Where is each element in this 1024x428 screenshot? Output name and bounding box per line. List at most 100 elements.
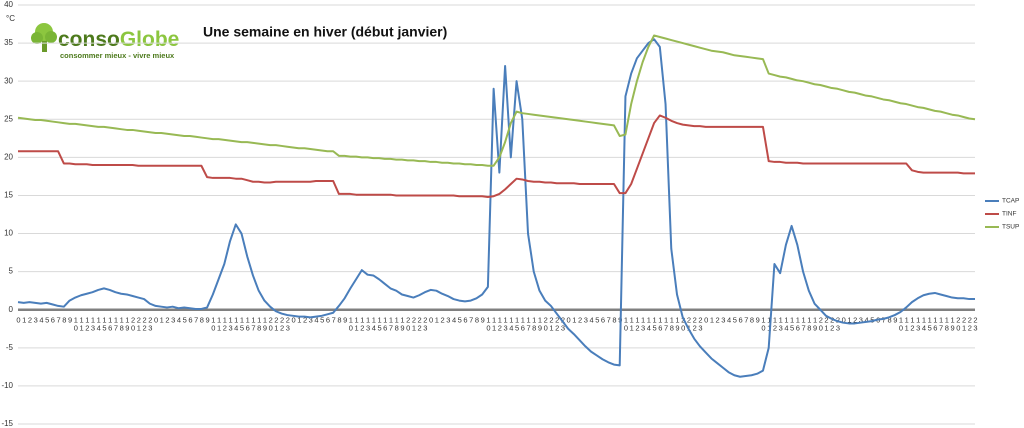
x-tick-label: 23 [421,316,430,332]
x-tick-label: 15 [238,316,247,332]
x-tick-label: 9 [203,316,212,324]
x-tick-label: 8 [335,316,344,324]
x-tick-label: 19 [535,316,544,332]
x-tick-label: 17 [111,316,120,332]
logo-trunk [42,32,47,52]
x-tick-label: 0 [152,316,161,324]
x-tick-label: 9 [341,316,350,324]
x-tick-label: 10 [759,316,768,332]
x-tick-label: 1 [157,316,166,324]
x-tick-label: 20 [541,316,550,332]
x-tick-label: 12 [633,316,642,332]
x-tick-label: 0 [427,316,436,324]
x-tick-label: 4 [312,316,321,324]
x-tick-label: 11 [765,316,774,332]
x-tick-label: 15 [513,316,522,332]
x-tick-label: 10 [484,316,493,332]
x-tick-label: 3 [31,316,40,324]
logo-tagline: consommer mieux - vivre mieux [60,51,175,60]
x-tick-label: 21 [409,316,418,332]
x-tick-label: 9 [478,316,487,324]
x-tick-label: 15 [925,316,934,332]
x-tick-label: 16 [931,316,940,332]
x-tick-label: 22 [965,316,974,332]
x-tick-label: 18 [530,316,539,332]
x-tick-label: 13 [639,316,648,332]
x-tick-label: 22 [278,316,287,332]
x-tick-label: 3 [581,316,590,324]
x-tick-label: 5 [318,316,327,324]
x-tick-label: 18 [942,316,951,332]
x-tick-label: 11 [490,316,499,332]
x-tick-label: 3 [856,316,865,324]
y-tick-label: 35 [4,38,13,47]
x-tick-label: 11 [215,316,224,332]
x-tick-label: 18 [667,316,676,332]
x-tick-label: 15 [788,316,797,332]
x-tick-label: 11 [77,316,86,332]
x-tick-label: 22 [690,316,699,332]
x-tick-label: 0 [289,316,298,324]
logo-tree [45,31,57,43]
x-tick-label: 4 [450,316,459,324]
x-tick-label: 1 [20,316,29,324]
x-tick-label: 2 [438,316,447,324]
x-tick-label: 8 [610,316,619,324]
x-tick-label: 0 [564,316,573,324]
x-tick-label: 14 [919,316,928,332]
x-tick-label: 20 [266,316,275,332]
y-tick-label: 5 [9,267,14,276]
x-tick-label: 14 [782,316,791,332]
x-tick-label: 14 [644,316,653,332]
x-tick-label: 11 [627,316,636,332]
x-tick-label: 11 [352,316,361,332]
x-tick-label: 14 [232,316,241,332]
x-tick-label: 8 [197,316,206,324]
x-tick-label: 23 [696,316,705,332]
logo-name: consoGlobe [58,28,179,51]
x-tick-label: 13 [364,316,373,332]
series-line [17,38,975,378]
x-tick-label: 1 [432,316,441,324]
x-tick-label: 6 [48,316,57,324]
x-tick-label: 17 [937,316,946,332]
x-tick-label: 12 [495,316,504,332]
x-tick-label: 14 [369,316,378,332]
x-tick-label: 0 [14,316,23,324]
x-tick-label: 0 [839,316,848,324]
x-tick-label: 19 [260,316,269,332]
x-tick-label: 19 [811,316,820,332]
x-tick-label: 15 [650,316,659,332]
x-tick-label: 21 [272,316,281,332]
y-tick-label: 0 [9,305,14,314]
x-tick-label: 19 [948,316,957,332]
x-tick-label: 12 [908,316,917,332]
x-tick-label: 7 [54,316,63,324]
x-tick-label: 16 [106,316,115,332]
x-tick-label: 23 [283,316,292,332]
legend-label: TSUP [1002,224,1019,231]
x-tick-label: 3 [306,316,315,324]
x-tick-label: 13 [776,316,785,332]
x-tick-label: 10 [346,316,355,332]
y-tick-label: 25 [4,114,13,123]
x-tick-label: 21 [134,316,143,332]
chart-title: Une semaine en hiver (début janvier) [203,24,447,40]
x-tick-label: 16 [243,316,252,332]
x-tick-label: 22 [553,316,562,332]
x-tick-label: 7 [329,316,338,324]
x-tick-label: 16 [381,316,390,332]
x-tick-label: 20 [404,316,413,332]
x-tick-label: 6 [186,316,195,324]
x-tick-label: 1 [707,316,716,324]
x-tick-label: 2 [25,316,34,324]
x-tick-label: 17 [524,316,533,332]
x-tick-label: 7 [604,316,613,324]
x-tick-label: 6 [461,316,470,324]
x-tick-label: 21 [547,316,556,332]
logo: consoGlobe consommer mieux - vivre mieux [31,23,179,60]
x-tick-label: 2 [851,316,860,324]
x-tick-label: 10 [71,316,80,332]
x-tick-label: 8 [472,316,481,324]
